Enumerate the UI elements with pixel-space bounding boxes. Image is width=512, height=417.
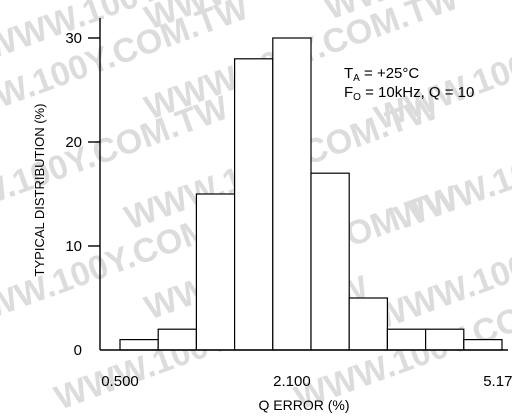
annotation-ta-main: T [344, 65, 353, 82]
y-tick-label: 0 [74, 342, 82, 359]
histogram-bar [386, 328, 427, 351]
histogram-bar [310, 172, 350, 351]
y-tick-label: 30 [65, 30, 82, 47]
y-ticks-group: 0 10 20 30 [65, 30, 100, 359]
annotation-fo-main: F [344, 84, 353, 101]
histogram-bar [272, 37, 312, 351]
svg-text:TA = +25°C: TA = +25°C [344, 65, 419, 84]
annotation-fo: FO = 10kHz, Q = 10 [344, 84, 474, 103]
histogram-bar [463, 339, 503, 351]
x-tick-label: 5.175 [483, 373, 512, 390]
axes-group [99, 18, 508, 351]
annotation-fo-sub: O [353, 92, 361, 103]
annotation-ta: TA = +25°C [344, 65, 419, 84]
histogram-bar [195, 193, 236, 351]
annotation-fo-rest: = 10kHz, Q = 10 [361, 84, 474, 101]
histogram-bar [119, 339, 159, 351]
y-tick-label: 20 [65, 134, 82, 151]
histogram-bar [234, 58, 274, 351]
x-axis-title: Q ERROR (%) [259, 397, 350, 413]
bars-group [119, 37, 503, 351]
histogram-bar [348, 297, 389, 351]
x-ticks-group: 0.500 2.100 5.175 [101, 373, 512, 390]
histogram-bar [425, 328, 465, 351]
annotation-ta-rest: = +25°C [360, 65, 420, 82]
x-tick-label: 0.500 [101, 373, 139, 390]
y-axis-title: TYPICAL DISTRIBUTION (%) [32, 104, 47, 277]
svg-text:FO = 10kHz, Q = 10: FO = 10kHz, Q = 10 [344, 84, 474, 103]
annotation-ta-sub: A [353, 73, 360, 84]
histogram-bar [157, 328, 197, 351]
x-tick-label: 2.100 [273, 373, 311, 390]
y-tick-label: 10 [65, 238, 82, 255]
